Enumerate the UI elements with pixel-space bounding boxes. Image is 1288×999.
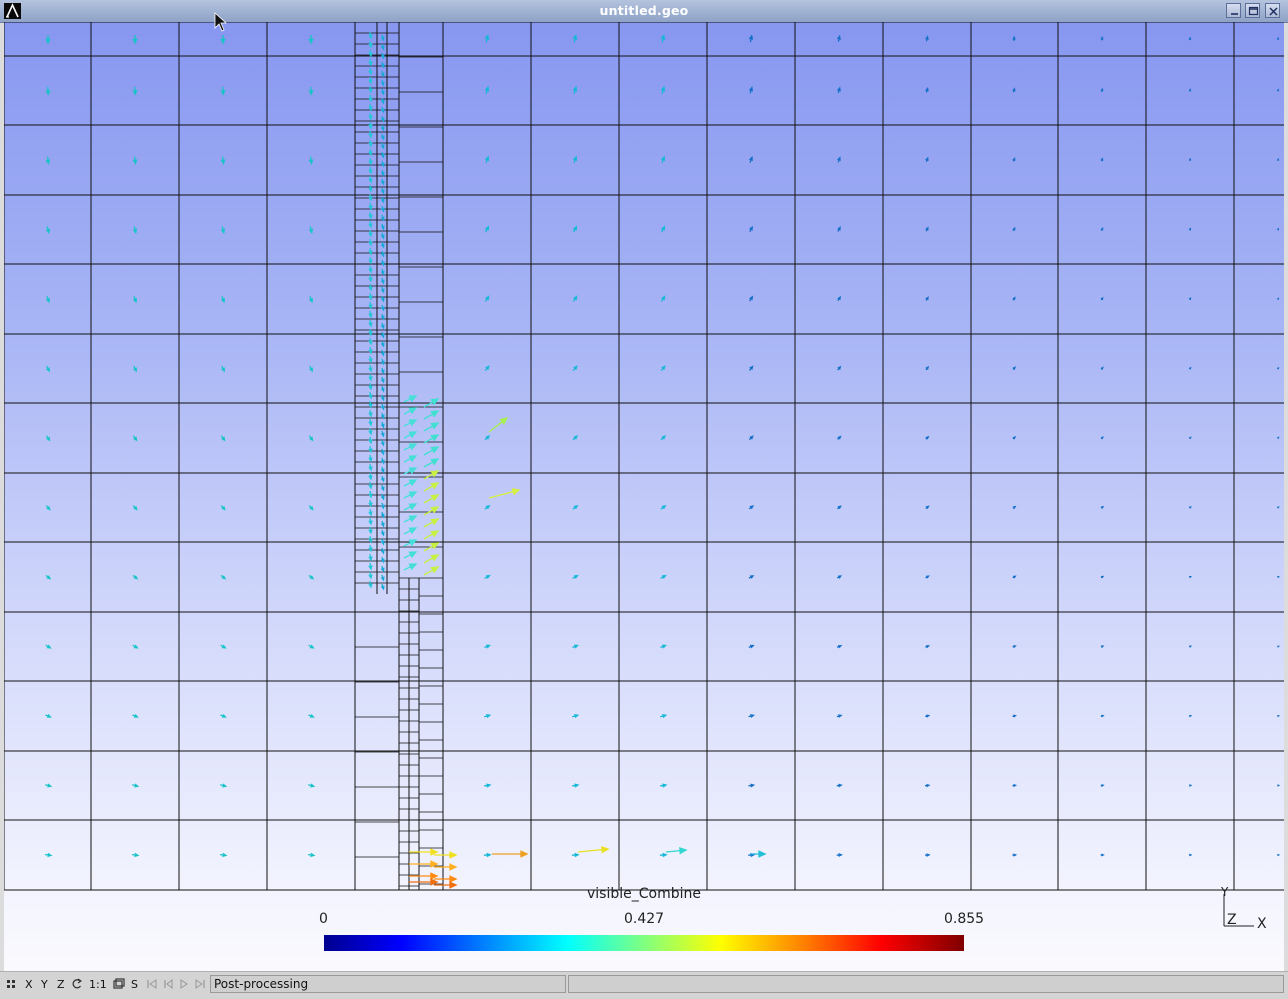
play-icon[interactable]: [178, 977, 190, 991]
view-y-button[interactable]: Y: [41, 978, 48, 991]
prev-step-icon[interactable]: [162, 977, 174, 991]
snapshot-icon[interactable]: [113, 977, 125, 991]
mouse-cursor-icon: [214, 12, 228, 32]
first-step-icon[interactable]: [146, 977, 158, 991]
legend-max-label: 0.855: [944, 911, 985, 927]
legend-mid-label: 0.427: [624, 911, 665, 927]
one-to-one-button[interactable]: 1:1: [89, 978, 107, 991]
close-icon[interactable]: [1265, 3, 1280, 18]
gmsh-logo-icon[interactable]: [4, 3, 21, 19]
mesh-plot: [4, 22, 1284, 891]
view-x-button[interactable]: X: [25, 978, 33, 991]
rotate-icon[interactable]: [71, 977, 83, 991]
axis-x-label: X: [1257, 916, 1267, 932]
grid-icon[interactable]: [6, 977, 18, 991]
mesh-grid: [4, 22, 1284, 891]
axis-y-label: Y: [1220, 886, 1229, 899]
legend-min-label: 0: [319, 911, 328, 927]
vector-field: [44, 31, 1281, 889]
axis-z-label: Z: [1227, 912, 1237, 928]
minimize-icon[interactable]: [1226, 3, 1241, 18]
color-scale-bar: [324, 935, 964, 951]
title-bar[interactable]: untitled.geo: [0, 0, 1288, 23]
window-title: untitled.geo: [599, 3, 689, 18]
axes-indicator: Y Z X: [1220, 886, 1267, 932]
status-progress-field: [568, 975, 1284, 993]
last-step-icon[interactable]: [194, 977, 206, 991]
maximize-icon[interactable]: [1245, 3, 1260, 18]
status-message: Post-processing: [210, 975, 566, 993]
s-button[interactable]: S: [131, 978, 138, 991]
status-bar: X Y Z 1:1 S Post-processing: [0, 971, 1288, 999]
view-z-button[interactable]: Z: [57, 978, 65, 991]
graphics-viewport[interactable]: visible_Combine 0 0.427 0.855 Y Z X: [4, 22, 1284, 971]
legend-title: visible_Combine: [587, 886, 701, 902]
